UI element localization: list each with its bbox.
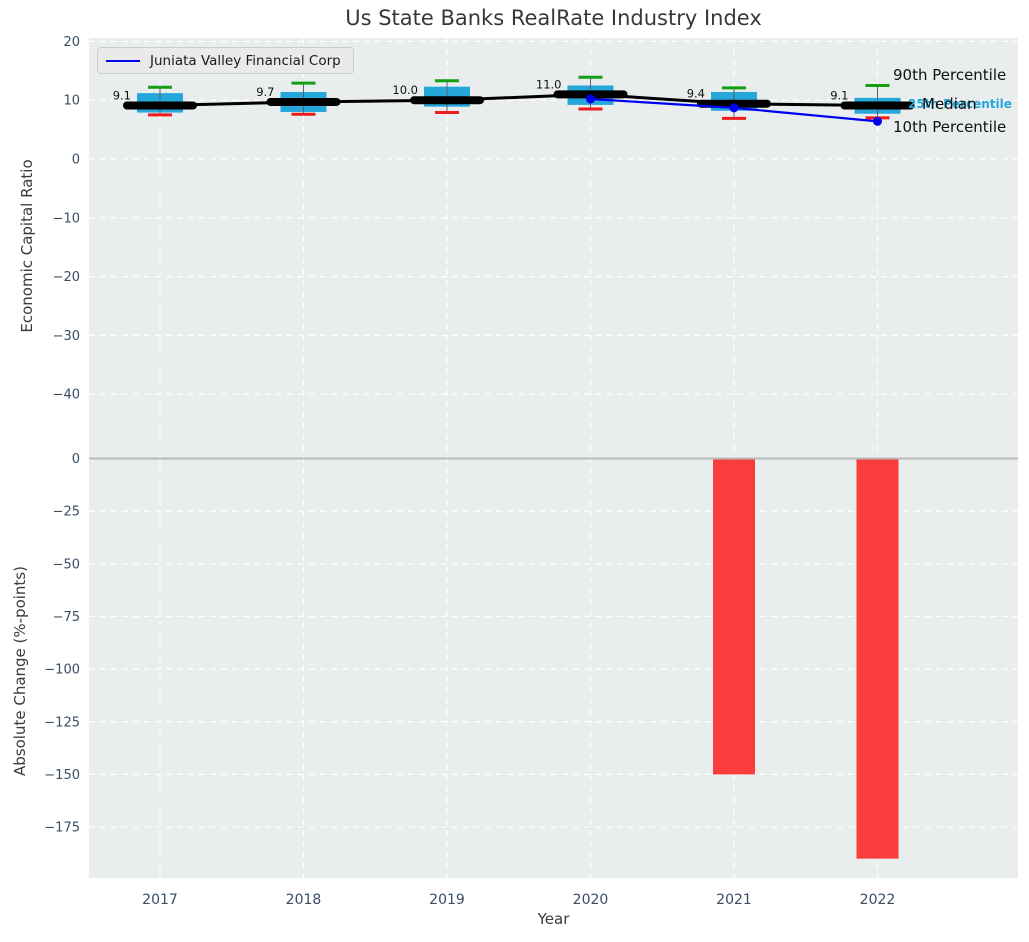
legend-line-swatch (106, 59, 140, 62)
company-point-2020 (586, 94, 595, 104)
median-value-label: 9.7 (256, 85, 274, 99)
bottom-y-axis-label: Absolute Change (%-points) (11, 566, 29, 776)
bottom-y-tick-label: −50 (53, 557, 80, 572)
x-tick-label: 2020 (573, 892, 609, 908)
x-tick-label: 2022 (860, 892, 896, 908)
company-point-2022 (873, 116, 882, 126)
bottom-y-tick-label: −75 (53, 610, 80, 625)
median-value-label: 10.0 (392, 83, 418, 97)
x-tick-label: 2018 (286, 892, 322, 908)
bottom-y-tick-label: −125 (44, 715, 80, 730)
top-y-tick-label: 0 (72, 153, 80, 168)
bottom-y-tick-label: −150 (44, 768, 80, 783)
x-tick-label: 2019 (429, 892, 465, 908)
chart-title: Us State Banks RealRate Industry Index (345, 6, 762, 30)
annotation-median: Median (922, 95, 977, 113)
bottom-y-tick-label: −100 (44, 663, 80, 678)
median-value-label: 9.1 (113, 88, 131, 102)
top-y-tick-label: 20 (63, 35, 80, 50)
x-tick-label: 2021 (716, 892, 752, 908)
bottom-y-tick-label: −25 (53, 505, 80, 520)
bar-2022 (856, 459, 899, 859)
annotation-10th-percentile: 10th Percentile (893, 118, 1007, 136)
top-y-tick-label: 10 (63, 94, 80, 109)
bottom-y-tick-label: 0 (72, 452, 80, 467)
legend-label: Juniata Valley Financial Corp (150, 52, 341, 69)
top-y-tick-label: −20 (53, 270, 80, 285)
annotation-90th-percentile: 90th Percentile (893, 66, 1007, 84)
top-y-axis-label: Economic Capital Ratio (18, 159, 36, 333)
median-value-label: 9.1 (830, 88, 848, 102)
company-point-2021 (729, 103, 739, 113)
bottom-y-tick-label: −175 (44, 821, 80, 836)
top-y-tick-label: −40 (53, 388, 80, 403)
top-y-tick-label: −30 (53, 329, 80, 344)
bar-2021 (713, 459, 755, 775)
x-tick-label: 2017 (142, 892, 178, 908)
legend: Juniata Valley Financial Corp (97, 47, 354, 74)
annotation-25th-percentile: 25th Percentile (908, 97, 1012, 111)
x-axis-label: Year (537, 910, 570, 928)
median-value-label: 11.0 (536, 77, 562, 91)
top-y-tick-label: −10 (53, 211, 80, 226)
median-value-label: 9.4 (687, 87, 705, 101)
